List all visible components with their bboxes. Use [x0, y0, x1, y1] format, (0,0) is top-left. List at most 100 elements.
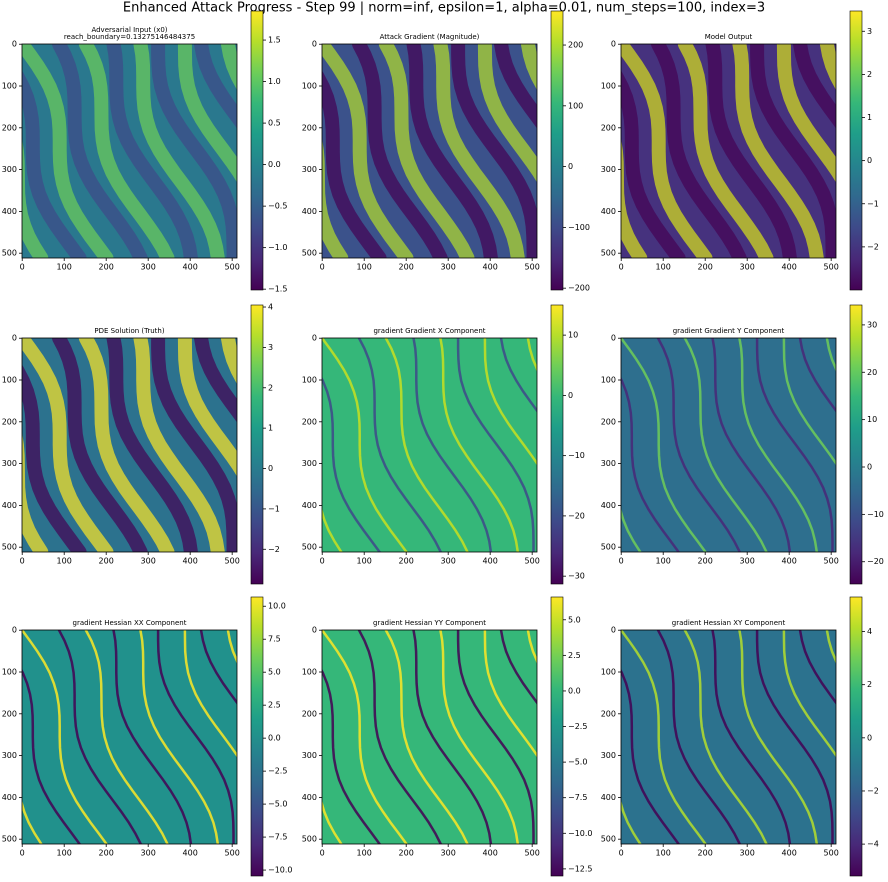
- heatmap-texture: [0, 338, 14, 552]
- panel: PDE Solution (Truth)0 100 200 300 400 5000100…: [0, 303, 280, 585]
- heatmap-texture: [22, 432, 49, 552]
- y-tick-label: 300: [302, 751, 317, 760]
- heatmap-image: [22, 630, 237, 844]
- y-tick-label: 0: [611, 334, 616, 343]
- y-tick-label: 100: [302, 82, 317, 91]
- heatmap-texture: [776, 44, 836, 183]
- colorbar-tick-label: −2.5: [568, 722, 587, 731]
- x-tick-label: 200: [698, 557, 713, 566]
- colorbar-tick-label: 0: [867, 463, 872, 472]
- x-tick-label: 500: [225, 557, 240, 566]
- heatmap-texture: [220, 338, 237, 385]
- colorbar-tick-label: 3: [268, 343, 273, 352]
- y-tick-label: 0: [611, 626, 616, 635]
- heatmap-texture: [621, 630, 707, 844]
- colorbar-tick-label: 0: [568, 162, 573, 171]
- x-tick-label: 200: [698, 263, 713, 272]
- y-tick-label: 200: [2, 123, 17, 132]
- y-tick-label: 200: [302, 709, 317, 718]
- colorbar-tick-label: −10: [568, 451, 585, 460]
- heatmap-texture: [782, 630, 836, 758]
- heatmap-texture: [677, 44, 774, 258]
- colorbar: [550, 304, 564, 585]
- colorbar-tick-label: 2: [867, 70, 872, 79]
- x-tick-label: 400: [782, 557, 797, 566]
- y-tick-label: 300: [601, 165, 616, 174]
- y-tick-label: 500: [601, 249, 616, 258]
- colorbar-tick-label: 0: [568, 391, 573, 400]
- colorbar-tick-label: 100: [568, 101, 583, 110]
- heatmap-texture: [78, 338, 175, 552]
- colorbar-tick-label: −12.5: [568, 864, 593, 873]
- colorbar-tick-label: 0.0: [268, 160, 281, 169]
- colorbar-tick-label: −4: [867, 840, 879, 849]
- colorbar-tick-label: 0.0: [568, 686, 581, 695]
- heatmap-texture: [793, 44, 836, 129]
- y-tick-label: 100: [2, 668, 17, 677]
- colorbar-tick-label: −2.5: [268, 767, 287, 776]
- heatmap-texture: [194, 44, 237, 129]
- heatmap-texture: [439, 630, 520, 844]
- colorbar-tick-label: 5.0: [268, 668, 281, 677]
- heatmap-texture: [378, 44, 475, 258]
- x-tick-label: 500: [824, 557, 839, 566]
- y-tick-label: 0: [312, 40, 317, 49]
- x-tick-label: 200: [99, 849, 114, 858]
- x-tick-label: 200: [399, 849, 414, 858]
- heatmap-texture: [477, 44, 537, 183]
- x-tick-label: 400: [183, 557, 198, 566]
- image-frame: [620, 43, 837, 259]
- heatmap-texture: [112, 630, 193, 844]
- y-tick-label: 400: [2, 207, 17, 216]
- x-tick-label: 300: [141, 849, 156, 858]
- x-tick-label: 300: [441, 557, 456, 566]
- y-tick-label: 300: [2, 751, 17, 760]
- heatmap-texture: [0, 44, 14, 258]
- heatmap-image: [621, 44, 836, 258]
- x-tick-label: 300: [141, 557, 156, 566]
- colorbar-tick-label: −10.0: [568, 829, 593, 838]
- heatmap-background: [322, 338, 537, 552]
- y-tick-label: 100: [2, 376, 17, 385]
- heatmap-texture: [433, 44, 525, 258]
- y-tick-label: 300: [601, 751, 616, 760]
- heatmap-image: [0, 338, 237, 552]
- image-frame: [321, 629, 538, 845]
- heatmap-texture: [231, 338, 314, 552]
- heatmap-image: [322, 44, 537, 258]
- heatmap-texture: [177, 338, 237, 477]
- x-tick-label: 200: [698, 849, 713, 858]
- heatmap-texture: [530, 630, 613, 844]
- y-tick-label: 300: [2, 459, 17, 468]
- y-tick-label: 0: [611, 40, 616, 49]
- colorbar-tick-label: −200: [568, 284, 590, 293]
- colorbar-tick-label: −1.0: [268, 243, 287, 252]
- colorbar-tick-label: 0: [268, 464, 273, 473]
- x-tick-label: 300: [740, 557, 755, 566]
- colorbar-tick-label: −7.5: [268, 833, 287, 842]
- heatmap-texture: [322, 376, 381, 552]
- y-tick-label: 400: [601, 207, 616, 216]
- colorbar: [849, 304, 863, 585]
- colorbar-tick-label: 0: [867, 733, 872, 742]
- heatmap-texture: [226, 630, 237, 664]
- heatmap-texture: [621, 376, 680, 552]
- heatmap-texture: [57, 630, 142, 844]
- heatmap-texture: [878, 630, 888, 844]
- colorbar-tick-label: −5.0: [268, 800, 287, 809]
- x-tick-label: 400: [483, 849, 498, 858]
- x-tick-label: 400: [782, 849, 797, 858]
- heatmap-texture: [439, 338, 520, 552]
- colorbar-tick-label: 2.5: [268, 701, 281, 710]
- heatmap-texture: [22, 338, 114, 552]
- heatmap-texture: [651, 44, 747, 258]
- y-tick-label: 400: [601, 501, 616, 510]
- y-tick-label: 300: [601, 459, 616, 468]
- heatmap-image: [231, 338, 537, 552]
- x-tick-label: 200: [399, 557, 414, 566]
- y-tick-label: 400: [2, 501, 17, 510]
- x-tick-label: 200: [99, 557, 114, 566]
- y-tick-label: 500: [302, 249, 317, 258]
